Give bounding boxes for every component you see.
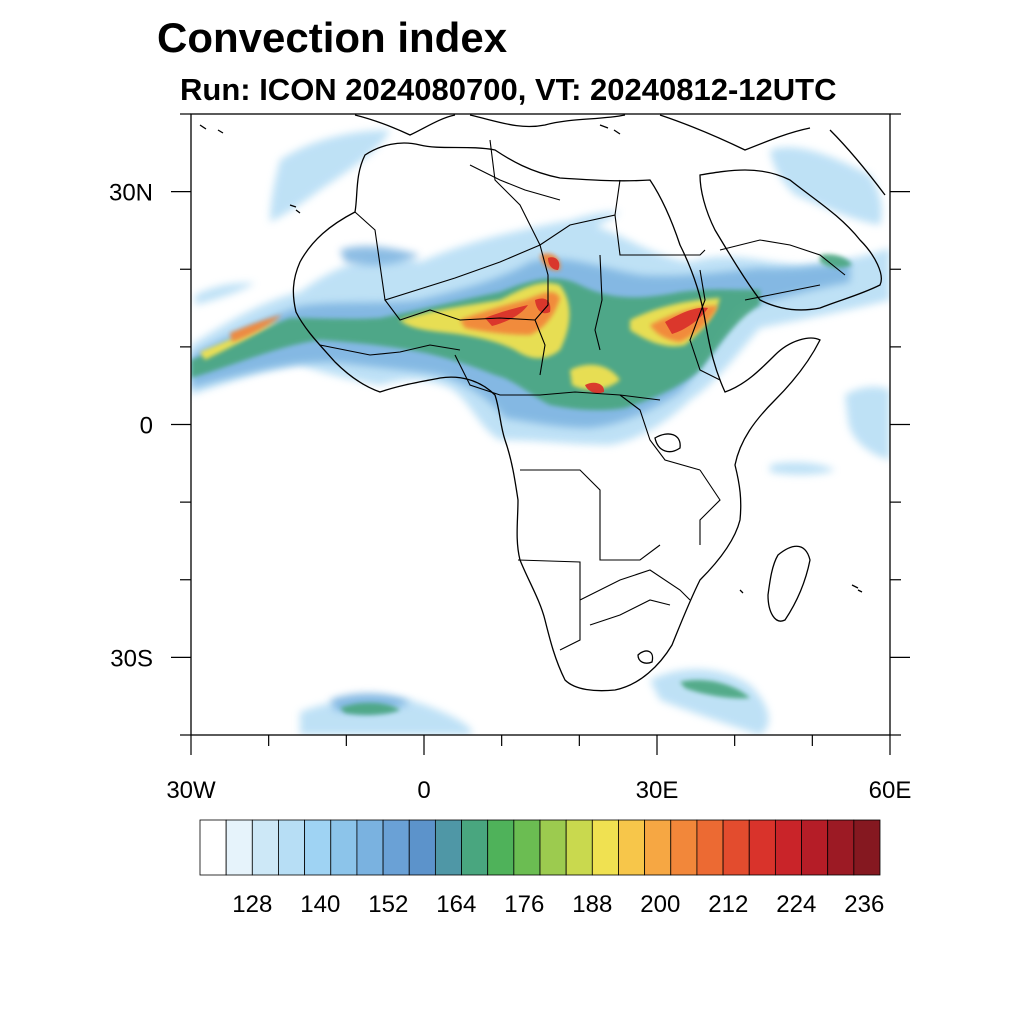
coastlines <box>199 114 886 692</box>
colorbar-swatch <box>225 819 253 876</box>
colorbar-swatch <box>827 819 855 876</box>
colorbar-swatch <box>722 819 750 876</box>
colorbar-label: 152 <box>368 891 408 918</box>
colorbar-swatch <box>565 819 593 876</box>
colorbar-swatch <box>382 819 410 876</box>
colorbar-swatch <box>801 819 829 876</box>
x-tick-labels: 30W 0 30E 60E <box>166 777 911 804</box>
x-tick-label: 60E <box>869 777 912 804</box>
colorbar-label: 140 <box>300 891 340 918</box>
colorbar-swatch <box>356 819 384 876</box>
x-tick-label: 30E <box>636 777 679 804</box>
colorbar-swatch <box>774 819 802 876</box>
colorbar-swatch <box>853 819 881 876</box>
colorbar-swatch <box>748 819 776 876</box>
madagascar-coastline <box>767 545 811 622</box>
colorbar-label: 200 <box>640 891 680 918</box>
colorbar-label: 224 <box>776 891 816 918</box>
colorbar-swatch <box>644 819 672 876</box>
colorbar-swatch <box>539 819 567 876</box>
y-tick-labels: 30N 0 30S <box>109 180 153 673</box>
colorbar <box>199 819 881 876</box>
colorbar-swatch <box>251 819 279 876</box>
colorbar-label: 164 <box>436 891 476 918</box>
chart-subtitle: Run: ICON 2024080700, VT: 20240812-12UTC <box>180 72 837 107</box>
colorbar-swatch <box>408 819 436 876</box>
colorbar-label: 176 <box>504 891 544 918</box>
colorbar-swatch <box>670 819 698 876</box>
colorbar-labels: 128 140 152 164 176 188 200 212 224 236 <box>232 891 884 918</box>
colorbar-swatch <box>199 819 227 876</box>
colorbar-label: 212 <box>708 891 748 918</box>
colorbar-swatch <box>278 819 306 876</box>
colorbar-swatch <box>461 819 489 876</box>
colorbar-swatch <box>591 819 619 876</box>
colorbar-swatch <box>330 819 358 876</box>
colorbar-swatch <box>487 819 515 876</box>
africa-coastline <box>292 142 821 692</box>
colorbar-label: 188 <box>572 891 612 918</box>
colorbar-swatch <box>434 819 462 876</box>
convection-field <box>191 130 890 735</box>
map-frame <box>171 113 910 755</box>
colorbar-swatch <box>304 819 332 876</box>
colorbar-swatch <box>696 819 724 876</box>
y-tick-label: 30N <box>109 180 153 207</box>
colorbar-label: 236 <box>844 891 884 918</box>
x-tick-label: 30W <box>166 777 216 804</box>
x-tick-label: 0 <box>417 777 430 804</box>
y-tick-label: 0 <box>140 413 153 440</box>
chart-title: Convection index <box>157 14 508 61</box>
y-tick-label: 30S <box>110 645 153 672</box>
country-borders <box>319 139 846 651</box>
colorbar-swatch <box>513 819 541 876</box>
arabia-coastline <box>699 169 882 311</box>
colorbar-label: 128 <box>232 891 272 918</box>
colorbar-swatch <box>618 819 646 876</box>
